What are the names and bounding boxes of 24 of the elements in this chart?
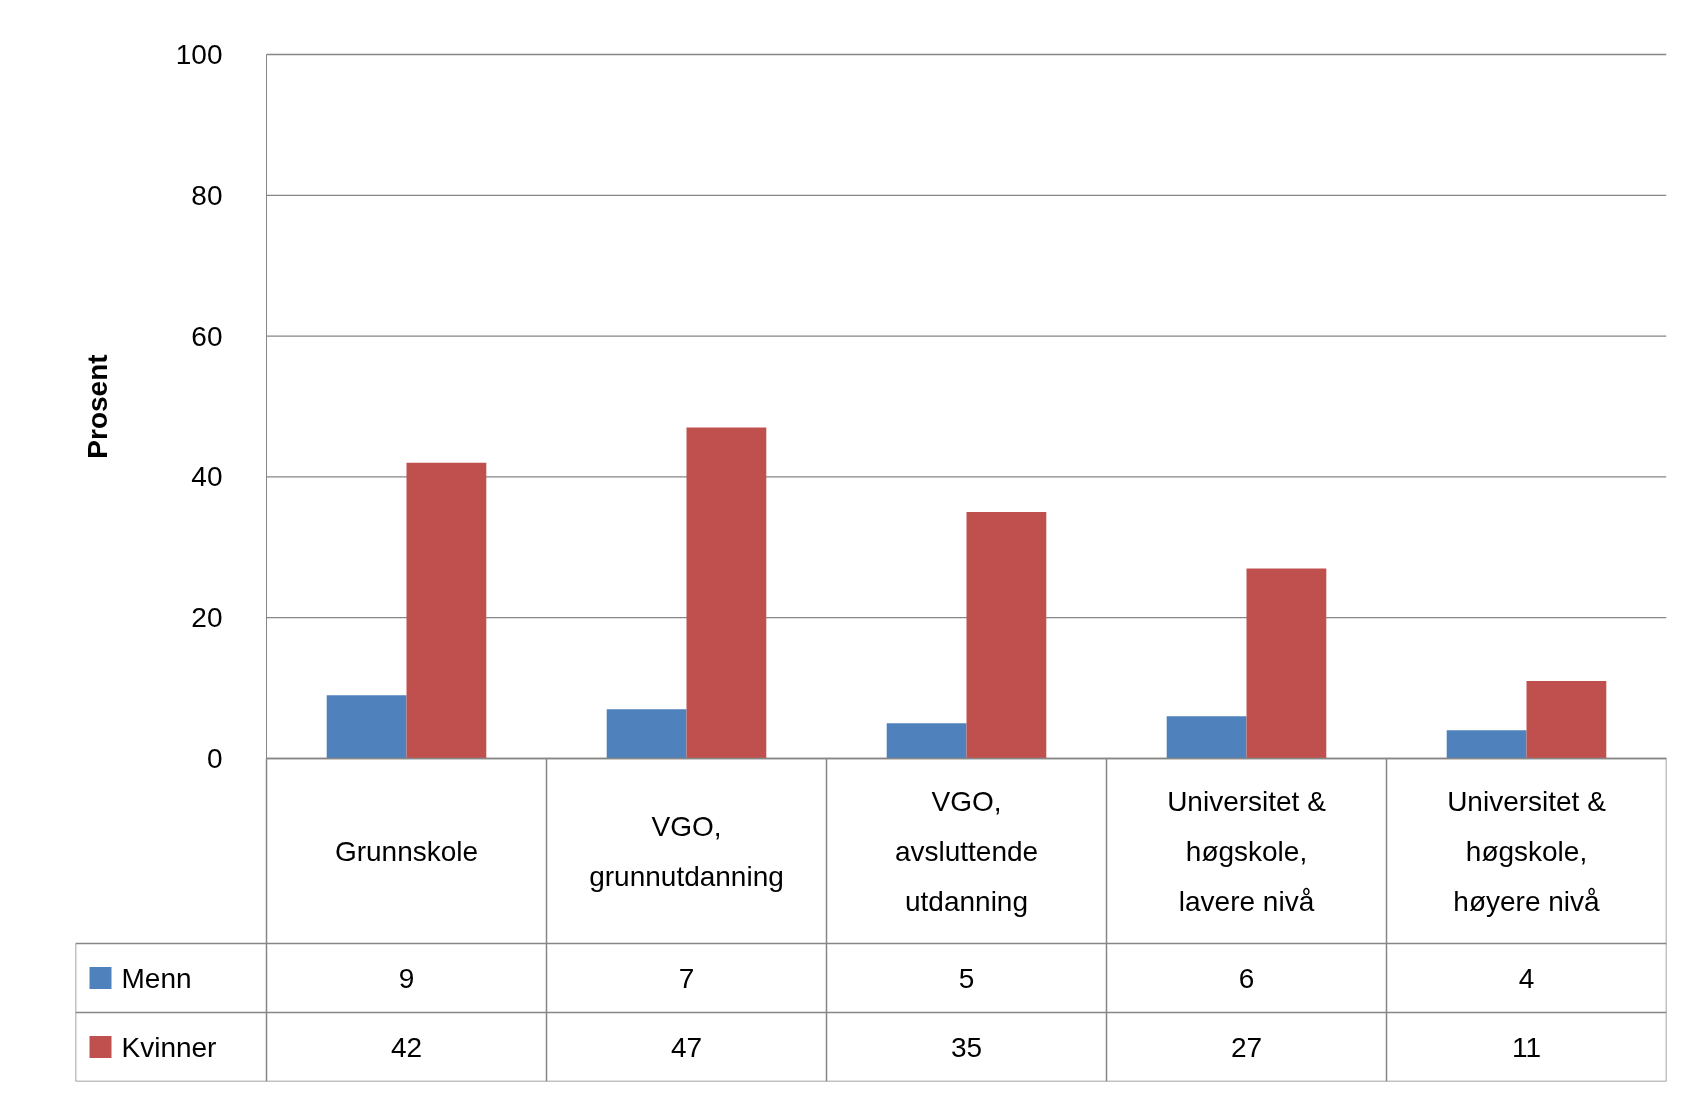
y-tick-label: 20 [191, 602, 223, 634]
y-tick-label: 40 [191, 461, 223, 493]
x-tick-label: Universitet & høgskole, lavere nivå [1167, 785, 1327, 917]
y-tick-label: 80 [191, 179, 223, 211]
data-label: 9 [398, 962, 415, 994]
y-tick-label: 0 [206, 743, 223, 774]
data-label: 42 [390, 1031, 423, 1063]
y-tick-label: 60 [191, 320, 223, 352]
data-label: 11 [1511, 1031, 1542, 1063]
data-label: 6 [1238, 962, 1255, 994]
x-tick-label: VGO, avsluttende utdanning [894, 785, 1039, 917]
x-tick-label: Grunnskole [334, 835, 479, 867]
data-label: 5 [958, 962, 975, 994]
data-label: 35 [950, 1031, 983, 1063]
y-axis-title: Prosent [81, 354, 113, 459]
data-label: 47 [670, 1031, 703, 1063]
y-tick-label: 100 [175, 39, 223, 70]
x-tick-label: Universitet & høgskole, høyere nivå [1447, 785, 1607, 917]
data-label: 7 [678, 962, 695, 994]
data-label: 27 [1230, 1031, 1263, 1063]
x-tick-label: VGO, grunnutdanning [589, 810, 784, 892]
legend-label: Menn [121, 962, 192, 994]
legend-label: Kvinner [121, 1031, 217, 1063]
data-label: 4 [1518, 962, 1535, 994]
